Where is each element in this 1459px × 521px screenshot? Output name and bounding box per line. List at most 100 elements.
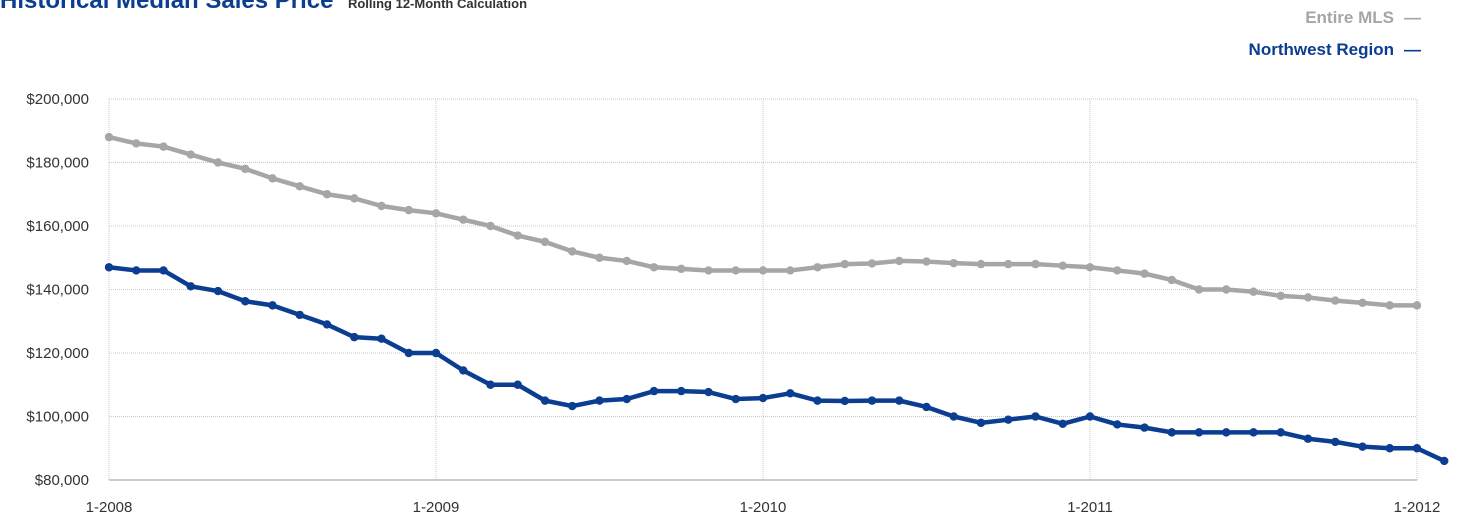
y-tick-label: $120,000	[26, 345, 89, 362]
legend-label-northwest-region: Northwest Region	[1248, 40, 1394, 59]
data-point-northwest-region	[1440, 456, 1449, 466]
y-tick-label: $100,000	[26, 409, 89, 426]
data-point-entire-mls	[622, 256, 631, 266]
data-point-northwest-region	[867, 396, 877, 405]
legend-item-northwest-region: Northwest Region —	[1249, 38, 1421, 70]
data-point-northwest-region	[568, 401, 577, 411]
data-point-northwest-region	[241, 297, 250, 306]
data-point-entire-mls	[1058, 261, 1067, 270]
data-point-northwest-region	[1303, 434, 1313, 443]
data-point-entire-mls	[1004, 259, 1013, 269]
data-point-northwest-region	[1031, 412, 1040, 421]
data-point-entire-mls	[486, 221, 495, 231]
data-point-northwest-region	[1276, 428, 1285, 437]
data-point-northwest-region	[486, 380, 495, 389]
data-point-entire-mls	[568, 247, 577, 256]
data-point-entire-mls	[1331, 296, 1340, 305]
data-point-northwest-region	[976, 418, 986, 428]
data-point-northwest-region	[513, 380, 522, 389]
data-point-entire-mls	[1385, 301, 1394, 310]
data-point-entire-mls	[922, 257, 931, 266]
data-point-entire-mls	[786, 266, 795, 275]
data-point-northwest-region	[895, 396, 904, 405]
data-point-northwest-region	[159, 266, 168, 275]
x-tick-label: 1-2011	[1067, 499, 1113, 516]
data-point-entire-mls	[1113, 266, 1122, 275]
y-tick-label: $180,000	[26, 155, 89, 172]
data-point-entire-mls	[704, 266, 713, 275]
data-point-entire-mls	[268, 174, 277, 183]
data-point-entire-mls	[1276, 291, 1285, 301]
data-point-entire-mls	[840, 259, 849, 269]
data-point-entire-mls	[132, 139, 141, 148]
data-point-northwest-region	[350, 332, 359, 342]
data-point-northwest-region	[677, 386, 686, 396]
data-point-northwest-region	[1194, 428, 1204, 437]
data-point-entire-mls	[431, 209, 441, 218]
data-point-northwest-region	[758, 393, 768, 403]
data-point-northwest-region	[1412, 444, 1422, 453]
data-point-northwest-region	[1140, 423, 1149, 432]
data-point-entire-mls	[513, 231, 522, 240]
data-point-northwest-region	[404, 348, 413, 358]
data-point-northwest-region	[786, 389, 795, 398]
data-point-entire-mls	[976, 259, 986, 269]
data-point-entire-mls	[104, 132, 114, 142]
legend-dash-northwest-region: —	[1404, 40, 1421, 59]
data-point-northwest-region	[186, 282, 195, 291]
data-point-northwest-region	[1113, 420, 1122, 429]
data-point-entire-mls	[1249, 287, 1258, 296]
data-point-entire-mls	[1222, 285, 1231, 294]
data-point-entire-mls	[1140, 269, 1149, 278]
data-point-entire-mls	[1167, 275, 1176, 285]
data-point-northwest-region	[431, 348, 441, 358]
data-point-entire-mls	[758, 266, 768, 275]
data-point-northwest-region	[104, 263, 114, 272]
data-point-northwest-region	[213, 286, 223, 296]
x-tick-label: 1-2010	[740, 499, 787, 516]
data-point-northwest-region	[1358, 442, 1367, 451]
data-point-northwest-region	[595, 396, 604, 405]
data-point-northwest-region	[731, 394, 740, 404]
data-point-entire-mls	[1358, 298, 1367, 308]
data-point-northwest-region	[295, 310, 304, 320]
chart-title: Historical Median Sales Price	[0, 0, 334, 14]
data-point-northwest-region	[540, 396, 550, 405]
y-tick-label: $80,000	[35, 472, 89, 489]
data-point-northwest-region	[1249, 428, 1258, 437]
data-point-northwest-region	[1385, 444, 1394, 453]
data-point-northwest-region	[813, 396, 822, 405]
data-point-entire-mls	[377, 201, 386, 211]
data-point-entire-mls	[677, 264, 686, 274]
data-point-northwest-region	[704, 387, 713, 397]
data-point-entire-mls	[1412, 301, 1422, 310]
data-point-northwest-region	[949, 412, 958, 421]
data-point-northwest-region	[1004, 415, 1013, 424]
data-point-entire-mls	[895, 256, 904, 266]
data-point-northwest-region	[268, 301, 277, 310]
data-point-entire-mls	[595, 253, 604, 262]
data-point-entire-mls	[867, 259, 877, 268]
legend: Entire MLS — Northwest Region —	[1249, 6, 1421, 70]
y-tick-label: $200,000	[26, 91, 89, 108]
data-point-northwest-region	[1058, 419, 1067, 429]
data-point-northwest-region	[132, 266, 141, 275]
data-point-northwest-region	[622, 394, 631, 404]
data-point-northwest-region	[1085, 412, 1095, 421]
legend-dash-entire-mls: —	[1404, 8, 1421, 27]
data-point-northwest-region	[1222, 428, 1231, 437]
data-point-entire-mls	[459, 215, 468, 224]
data-point-entire-mls	[404, 205, 413, 215]
data-point-northwest-region	[649, 386, 659, 396]
data-point-entire-mls	[949, 258, 958, 268]
data-point-entire-mls	[1303, 293, 1313, 302]
data-point-entire-mls	[159, 142, 168, 151]
data-point-entire-mls	[350, 194, 359, 203]
x-tick-label: 1-2008	[86, 499, 133, 516]
x-tick-label: 1-2012	[1394, 499, 1441, 516]
data-point-entire-mls	[540, 237, 550, 247]
series-line-northwest-region	[106, 265, 1447, 464]
chart-subtitle: Rolling 12-Month Calculation	[347, 0, 528, 11]
data-point-entire-mls	[322, 190, 332, 199]
